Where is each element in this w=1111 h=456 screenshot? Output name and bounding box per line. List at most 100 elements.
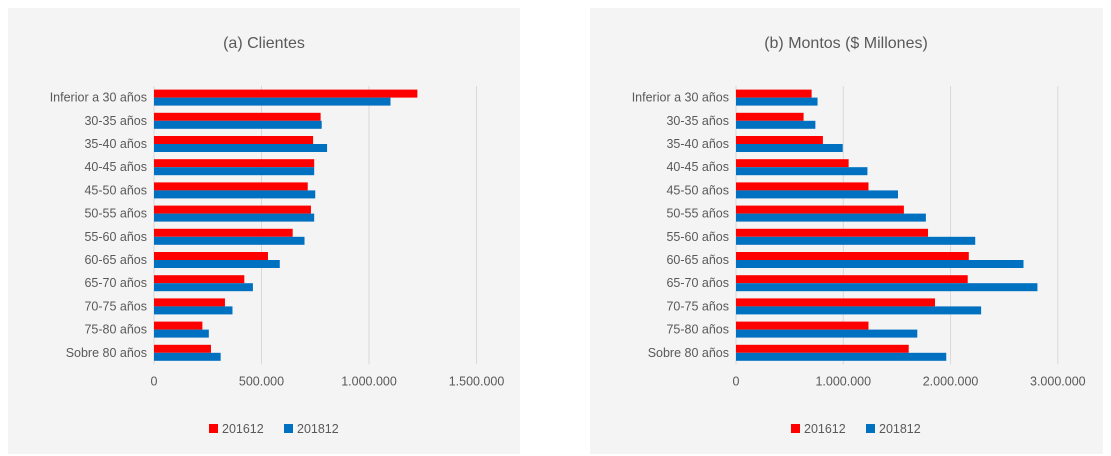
bar-201612-30-35-a-os: [154, 112, 321, 121]
category-label: 50-55 años: [666, 207, 729, 221]
chart-panel-montos: (b) Montos ($ Millones) Inferior a 30 añ…: [590, 8, 1103, 454]
chart-title: (b) Montos ($ Millones): [764, 35, 928, 52]
chart-clientes: (a) Clientes Inferior a 30 años 30-35 año…: [50, 35, 505, 436]
bar-201812-40-45-a-os: [736, 167, 868, 176]
bar-201612-65-70-a-os: [154, 275, 245, 284]
chart-montos: (b) Montos ($ Millones) Inferior a 30 añ…: [632, 35, 1086, 436]
bar-201612-45-50-a-os: [736, 182, 869, 191]
x-tick-label: 1.000.000: [815, 374, 871, 388]
bar-201612-inferior-a-30-a-os: [736, 89, 812, 98]
bar-201812-40-45-a-os: [154, 167, 315, 176]
bar-201612-70-75-a-os: [736, 298, 935, 307]
bar-201612-30-35-a-os: [736, 112, 804, 121]
x-tick-label: 1.000.000: [341, 374, 397, 388]
category-label: 70-75 años: [666, 299, 729, 313]
category-label: 55-60 años: [84, 230, 147, 244]
legend-swatch-201812: [284, 424, 293, 433]
bar-201812-55-60-a-os: [154, 236, 305, 245]
bar-201612-40-45-a-os: [154, 159, 315, 168]
legend-swatch-201612: [791, 424, 800, 433]
category-label: 50-55 años: [84, 207, 147, 221]
category-label: 70-75 años: [84, 299, 147, 313]
category-label: 60-65 años: [84, 253, 147, 267]
legend-swatch-201612: [209, 424, 218, 433]
category-label: 55-60 años: [666, 230, 729, 244]
bar-201612-70-75-a-os: [154, 298, 225, 307]
bar-201612-inferior-a-30-a-os: [154, 89, 418, 98]
bars: [736, 89, 1038, 361]
bar-201812-35-40-a-os: [154, 144, 328, 152]
bar-201812-sobre-80-a-os: [736, 352, 947, 361]
bar-201812-60-65-a-os: [736, 260, 1024, 268]
category-label: 75-80 años: [84, 323, 147, 337]
legend: 201612 201812: [209, 422, 339, 436]
bar-201812-inferior-a-30-a-os: [736, 97, 818, 106]
category-label: 40-45 años: [666, 160, 729, 174]
category-label: 30-35 años: [666, 114, 729, 128]
bar-201812-60-65-a-os: [154, 260, 280, 268]
legend-label-201812: 201812: [297, 422, 339, 436]
bar-201612-60-65-a-os: [154, 252, 268, 260]
category-label: 30-35 años: [84, 114, 147, 128]
bar-201612-55-60-a-os: [154, 228, 293, 237]
legend-label-201812: 201812: [879, 422, 921, 436]
bar-201612-55-60-a-os: [736, 228, 929, 237]
x-tick-label: 0: [733, 374, 740, 388]
bar-201612-40-45-a-os: [736, 159, 849, 168]
category-label: 65-70 años: [666, 276, 729, 290]
bar-201812-65-70-a-os: [736, 283, 1038, 292]
bar-201612-35-40-a-os: [154, 136, 314, 144]
category-label: 60-65 años: [666, 253, 729, 267]
bar-201612-60-65-a-os: [736, 252, 969, 260]
category-label: 45-50 años: [666, 183, 729, 197]
category-label: Sobre 80 años: [66, 346, 147, 360]
x-tick-labels: 0 500.000 1.000.000 1.500.000: [151, 374, 505, 388]
legend: 201612 201812: [791, 422, 921, 436]
x-tick-label: 2.000.000: [923, 374, 979, 388]
bar-201812-75-80-a-os: [154, 329, 209, 338]
bar-201612-65-70-a-os: [736, 275, 968, 284]
category-label: 65-70 años: [84, 276, 147, 290]
bar-201612-50-55-a-os: [736, 205, 904, 214]
chart-panel-clientes: (a) Clientes Inferior a 30 años 30-35 año…: [8, 8, 520, 454]
category-label: Sobre 80 años: [648, 346, 729, 360]
bar-201812-45-50-a-os: [154, 190, 316, 199]
bar-201812-50-55-a-os: [736, 213, 926, 222]
category-label: 75-80 años: [666, 323, 729, 337]
bar-201812-55-60-a-os: [736, 236, 976, 245]
legend-label-201612: 201612: [804, 422, 846, 436]
category-label: 40-45 años: [84, 160, 147, 174]
bar-201812-inferior-a-30-a-os: [154, 97, 391, 106]
x-tick-labels: 0 1.000.000 2.000.000 3.000.000: [733, 374, 1086, 388]
bar-201612-75-80-a-os: [736, 321, 869, 330]
x-tick-label: 1.500.000: [449, 374, 505, 388]
grid-lines: [735, 86, 1059, 365]
bar-201812-50-55-a-os: [154, 213, 315, 222]
bar-201812-30-35-a-os: [736, 120, 816, 129]
bar-201812-35-40-a-os: [736, 144, 843, 152]
bar-201612-sobre-80-a-os: [736, 344, 909, 353]
bar-201612-sobre-80-a-os: [154, 344, 211, 353]
bar-201812-sobre-80-a-os: [154, 352, 221, 361]
category-labels: Inferior a 30 años 30-35 años 35-40 años 40…: [632, 91, 729, 360]
category-label: 35-40 años: [84, 137, 147, 151]
legend-label-201612: 201612: [222, 422, 264, 436]
category-label: Inferior a 30 años: [50, 91, 147, 105]
bar-201812-70-75-a-os: [736, 306, 982, 315]
x-tick-label: 500.000: [239, 374, 284, 388]
bar-201812-70-75-a-os: [154, 306, 233, 315]
chart-title: (a) Clientes: [223, 35, 305, 52]
x-tick-label: 0: [151, 374, 158, 388]
bars: [154, 89, 418, 361]
category-label: Inferior a 30 años: [632, 91, 729, 105]
bar-201812-45-50-a-os: [736, 190, 898, 199]
bar-201612-50-55-a-os: [154, 205, 311, 214]
bar-201812-75-80-a-os: [736, 329, 918, 338]
bar-201812-30-35-a-os: [154, 120, 322, 129]
bar-201612-75-80-a-os: [154, 321, 203, 330]
legend-swatch-201812: [866, 424, 875, 433]
category-labels: Inferior a 30 años 30-35 años 35-40 años 40…: [50, 91, 147, 360]
bar-201812-65-70-a-os: [154, 283, 253, 292]
category-label: 35-40 años: [666, 137, 729, 151]
bar-201612-35-40-a-os: [736, 136, 823, 144]
